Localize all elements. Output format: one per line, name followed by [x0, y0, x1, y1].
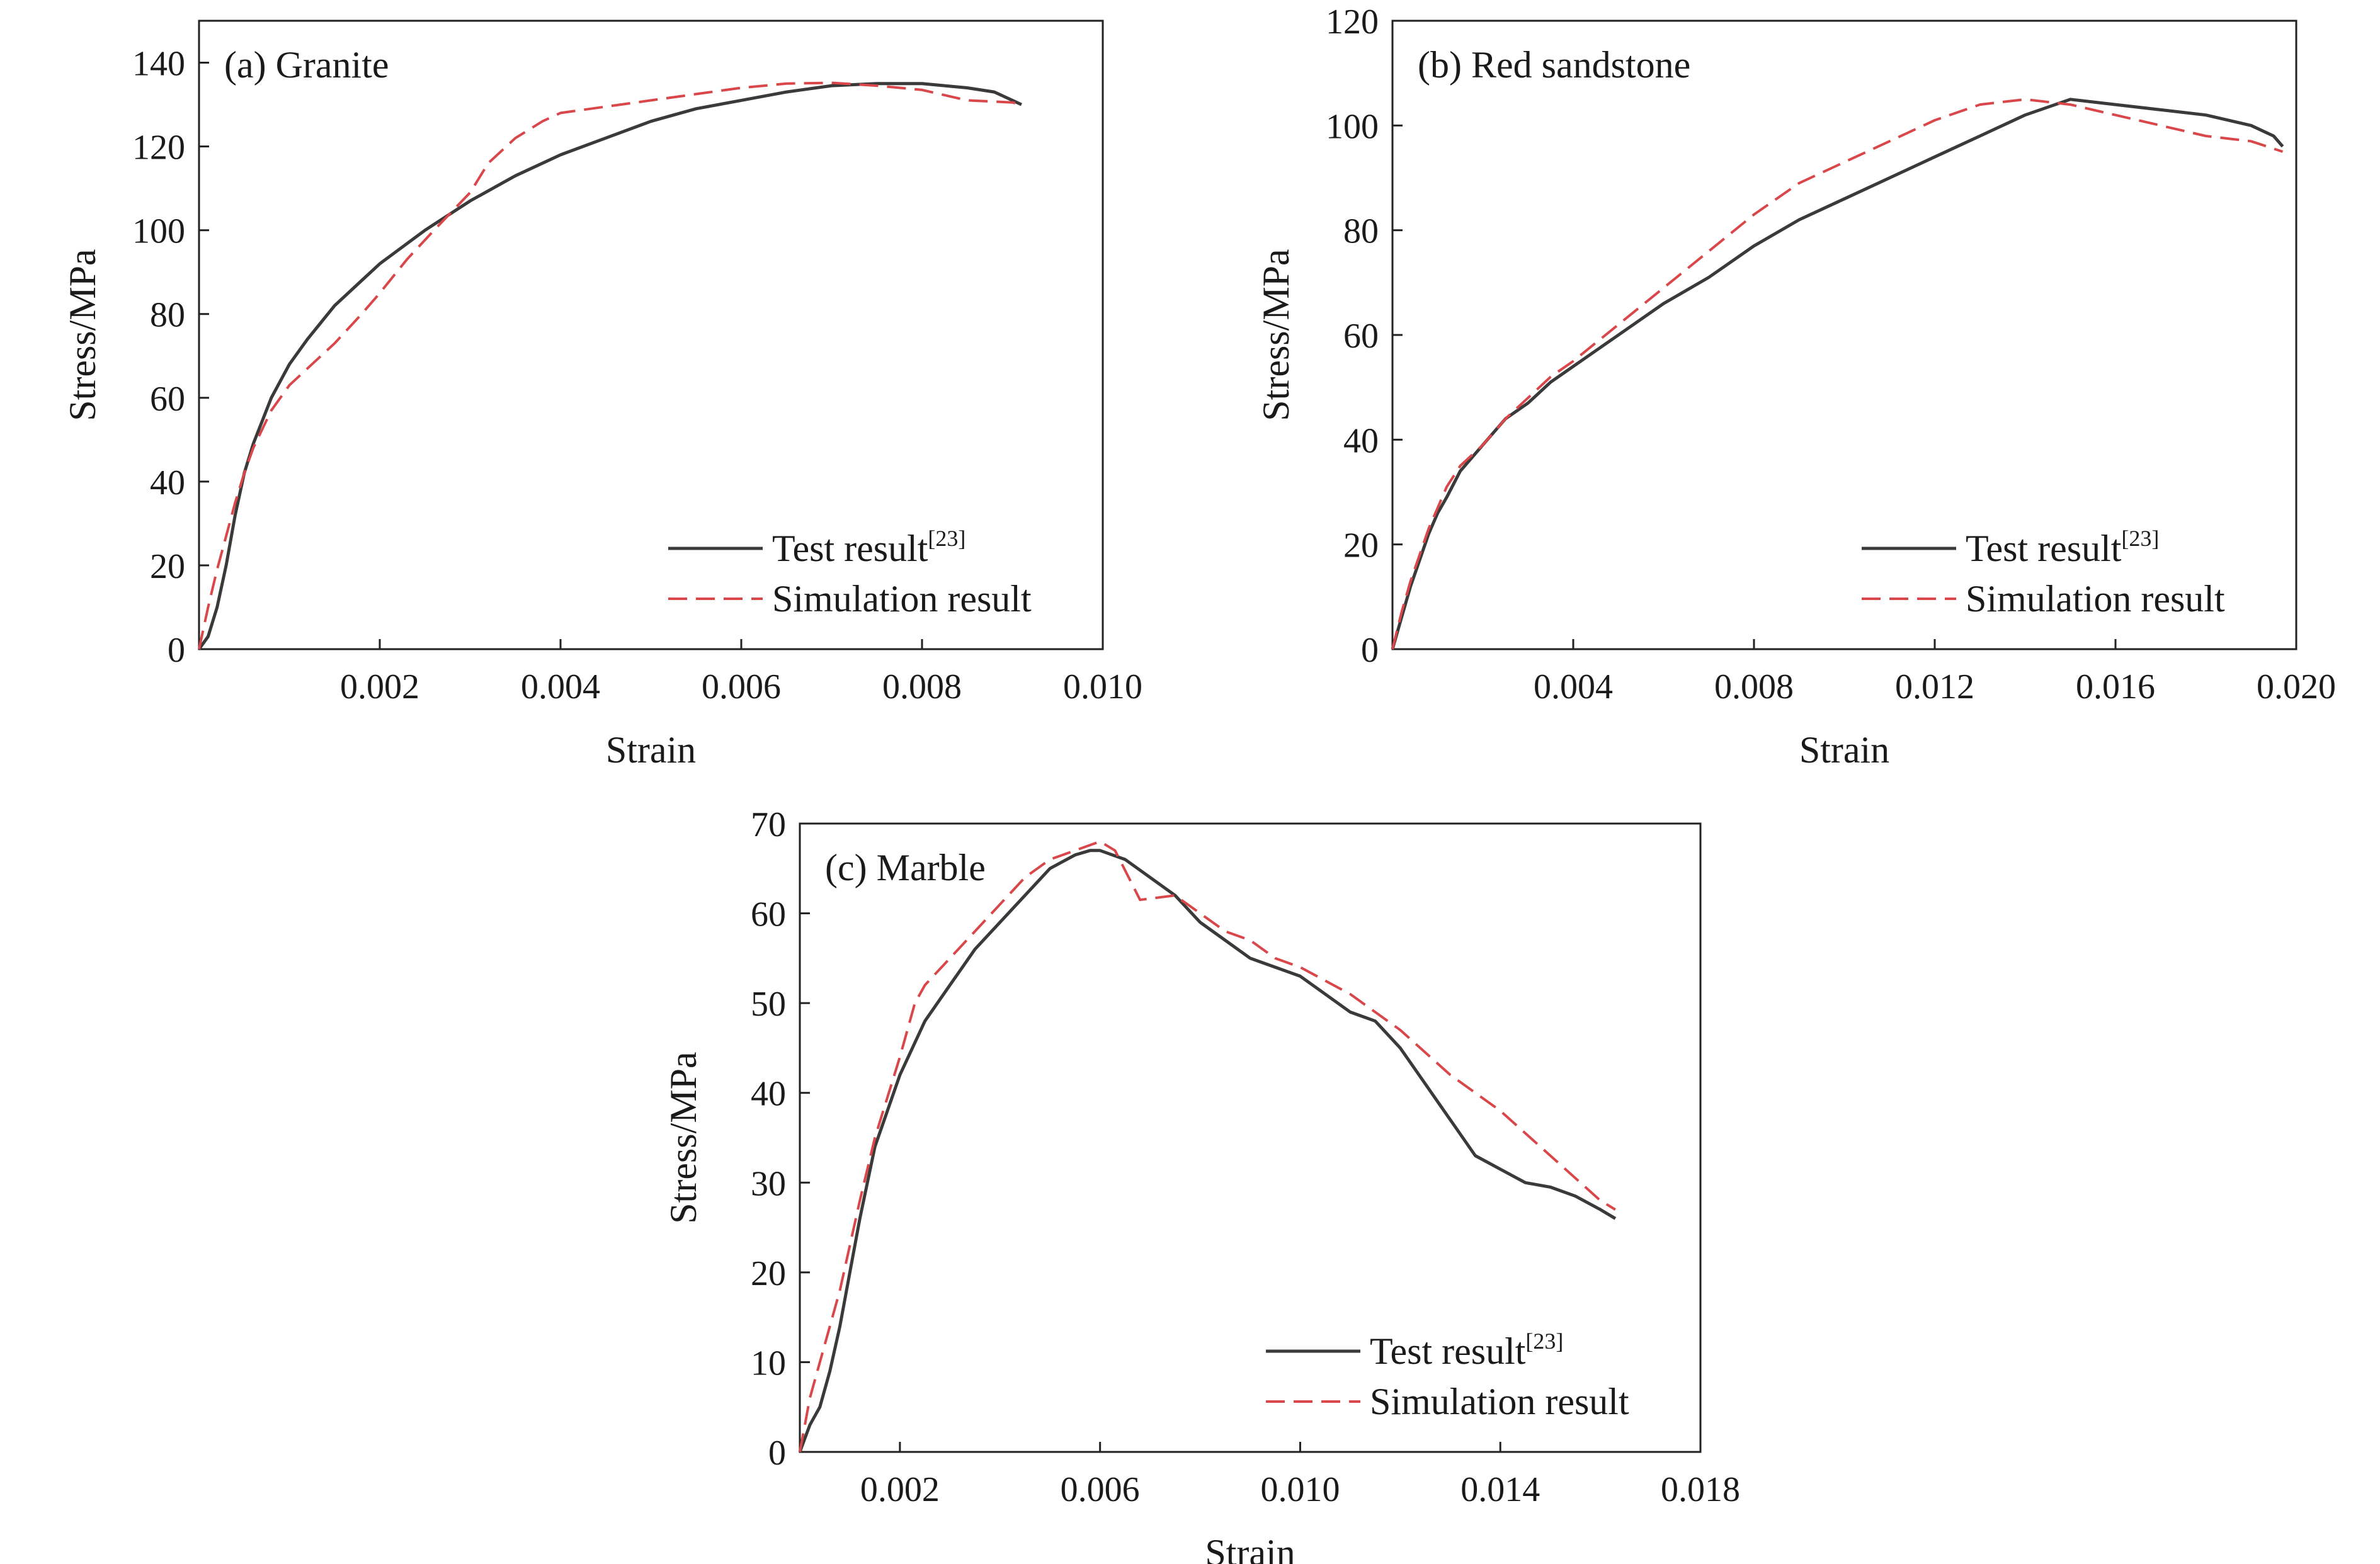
y-tick-label: 30 — [751, 1164, 786, 1203]
y-tick-label: 60 — [150, 380, 185, 419]
y-tick-label: 20 — [1343, 526, 1379, 565]
x-tick-label: 0.016 — [2076, 667, 2155, 706]
y-axis-label: Stress/MPa — [1255, 249, 1297, 421]
y-tick-label: 120 — [1326, 3, 1379, 42]
x-tick-label: 0.008 — [1714, 667, 1794, 706]
panel-title: (a) Granite — [224, 44, 389, 86]
series-line-simulation — [198, 81, 1022, 650]
legend-label-test: Test result[23] — [1966, 526, 2159, 569]
y-tick-label: 140 — [132, 45, 185, 84]
plot-frame — [1391, 20, 2297, 650]
y-tick-label: 70 — [751, 805, 786, 844]
legend-label-test: Test result[23] — [772, 526, 965, 569]
y-tick-label: 0 — [768, 1434, 786, 1473]
x-tick-label: 0.006 — [702, 667, 781, 706]
plot-frame — [198, 20, 1104, 650]
y-tick-label: 120 — [132, 128, 185, 167]
x-tick-label: 0.004 — [1534, 667, 1613, 706]
y-axis-label: Stress/MPa — [62, 249, 103, 421]
y-tick-label: 20 — [150, 547, 185, 586]
x-tick-label: 0.008 — [882, 667, 962, 706]
x-axis-label: Strain — [1205, 1532, 1295, 1564]
legend-label-simulation: Simulation result — [1966, 578, 2225, 620]
x-axis-label: Strain — [1799, 729, 1889, 771]
y-tick-label: 10 — [751, 1344, 786, 1383]
legend-label-simulation: Simulation result — [1370, 1381, 1629, 1422]
chart-panel-3: 0.002 0.006 0.010 0.014 0.018 0 10 20 30 40 50 60 70… — [663, 805, 1740, 1564]
series-line-simulation — [1391, 98, 2284, 650]
y-tick-label: 20 — [751, 1254, 786, 1293]
chart-panel-2: 0.004 0.008 0.012 0.016 0.020 0 20 40 60 80 100 120… — [1255, 3, 2336, 771]
panel-title: (c) Marble — [825, 847, 986, 888]
x-tick-label: 0.020 — [2257, 667, 2336, 706]
y-tick-label: 0 — [1361, 631, 1379, 670]
x-tick-label: 0.002 — [860, 1470, 940, 1509]
y-tick-label: 40 — [751, 1075, 786, 1114]
y-tick-label: 60 — [751, 895, 786, 934]
x-tick-label: 0.012 — [1895, 667, 1974, 706]
y-tick-label: 0 — [168, 631, 185, 670]
legend-label-simulation: Simulation result — [772, 578, 1032, 620]
x-tick-label: 0.006 — [1061, 1470, 1140, 1509]
panel-title: (b) Red sandstone — [1418, 44, 1690, 86]
y-tick-label: 80 — [150, 296, 185, 335]
plot-frame — [799, 822, 1702, 1453]
chart-panel-1: 0.002 0.004 0.006 0.008 0.010 0 20 40 60 80 100 120… — [62, 20, 1142, 771]
y-tick-label: 40 — [150, 463, 185, 502]
legend-label-test: Test result[23] — [1370, 1329, 1563, 1372]
y-tick-label: 50 — [751, 985, 786, 1024]
series-line-test — [1391, 98, 2284, 650]
x-tick-label: 0.002 — [340, 667, 419, 706]
series-line-simulation — [799, 840, 1616, 1453]
x-tick-label: 0.004 — [521, 667, 600, 706]
y-tick-label: 40 — [1343, 421, 1379, 460]
x-tick-label: 0.010 — [1063, 667, 1142, 706]
y-tick-label: 100 — [1326, 107, 1379, 146]
y-tick-label: 60 — [1343, 317, 1379, 356]
x-tick-label: 0.018 — [1661, 1470, 1740, 1509]
y-tick-label: 80 — [1343, 212, 1379, 251]
y-tick-label: 100 — [132, 212, 185, 251]
x-tick-label: 0.014 — [1460, 1470, 1540, 1509]
y-axis-label: Stress/MPa — [663, 1051, 704, 1223]
x-tick-label: 0.010 — [1260, 1470, 1340, 1509]
x-axis-label: Strain — [606, 729, 696, 771]
series-line-test — [798, 849, 1617, 1453]
